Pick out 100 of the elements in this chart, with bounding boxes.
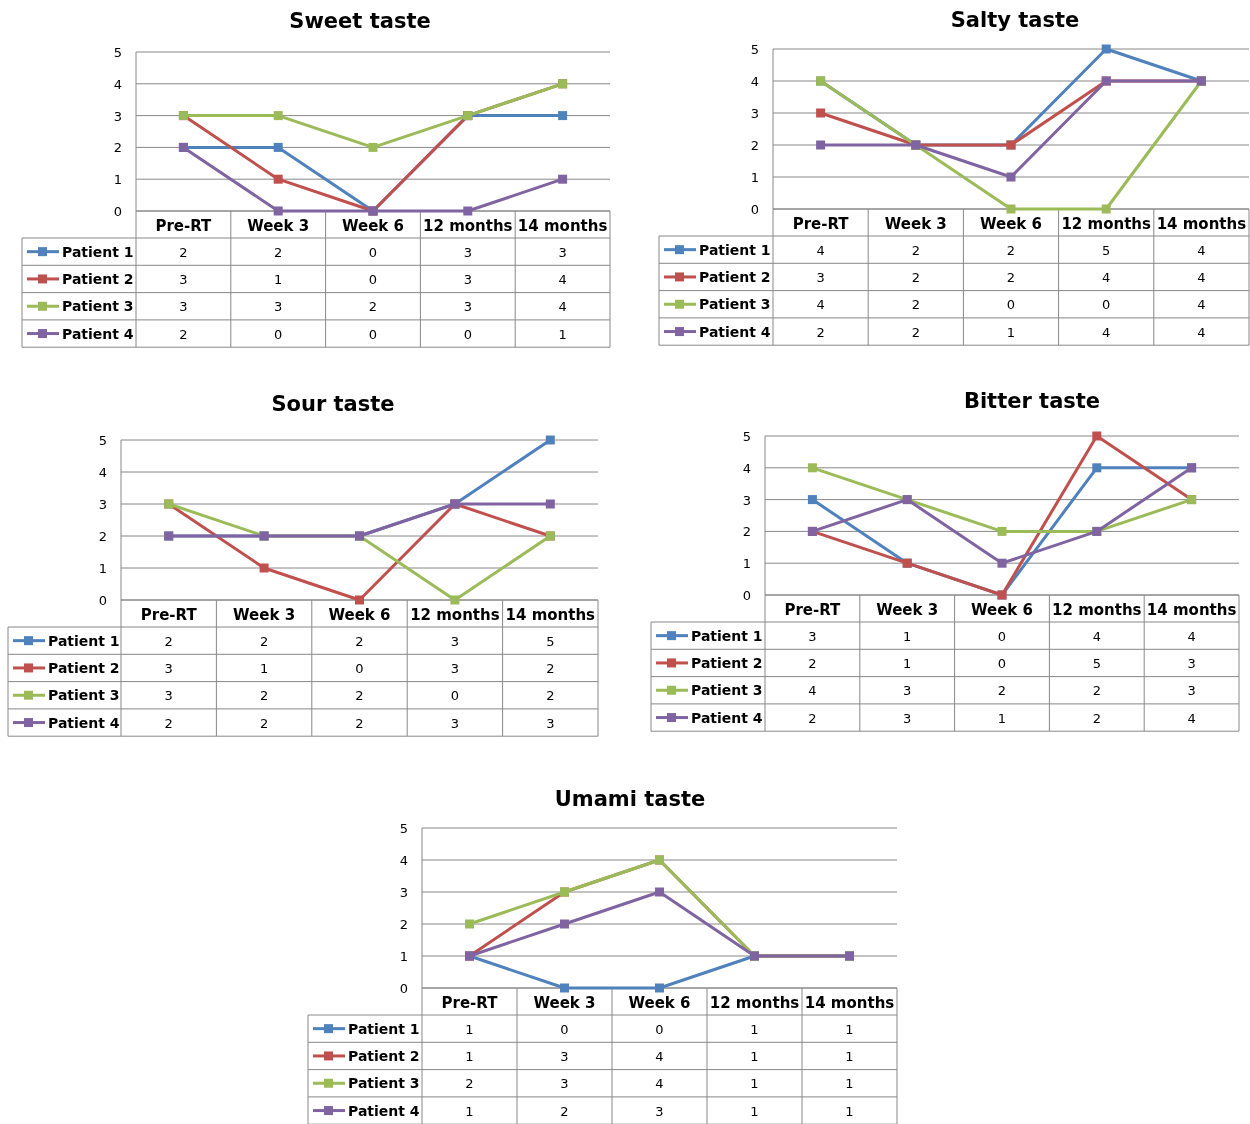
data-label: 2 — [1092, 683, 1101, 699]
data-label: 4 — [655, 1076, 664, 1092]
legend-label: Patient 3 — [48, 687, 120, 704]
data-label: 4 — [816, 297, 825, 313]
x-tick-label: 12 months — [423, 217, 513, 235]
data-label: 3 — [903, 683, 912, 699]
chart-title: Salty taste — [950, 8, 1080, 32]
data-label: 0 — [997, 628, 1007, 644]
y-tick-label: 3 — [113, 108, 122, 124]
data-label: 3 — [463, 244, 472, 260]
y-tick-label: 4 — [742, 460, 751, 476]
y-tick-label: 3 — [742, 492, 751, 508]
y-tick-label: 0 — [750, 202, 759, 217]
data-label: 2 — [259, 715, 269, 731]
legend-label: Patient 2 — [699, 268, 771, 285]
legend-label: Patient 1 — [348, 1020, 420, 1037]
chart-title: Bitter taste — [963, 389, 1101, 413]
legend-label: Patient 4 — [691, 709, 763, 726]
x-tick-label: 14 months — [804, 994, 895, 1012]
y-tick-label: 0 — [399, 981, 408, 996]
data-label: 3 — [463, 299, 472, 315]
data-label: 0 — [368, 326, 378, 342]
chart-title: Sweet taste — [289, 9, 431, 33]
data-label: 5 — [1092, 655, 1101, 671]
data-label: 1 — [903, 655, 912, 671]
x-tick-label: Week 3 — [876, 601, 939, 619]
data-label: 2 — [546, 660, 555, 676]
y-tick-label: 1 — [742, 556, 751, 572]
legend-label: Patient 4 — [348, 1102, 420, 1119]
data-label: 2 — [911, 324, 920, 340]
data-label: 4 — [558, 299, 567, 315]
x-tick-label: 12 months — [709, 994, 800, 1012]
data-label: 1 — [845, 1103, 854, 1119]
x-tick-label: Week 6 — [971, 601, 1033, 619]
y-tick-label: 1 — [113, 172, 122, 188]
x-tick-label: Pre-RT — [784, 601, 842, 619]
data-label: 0 — [355, 660, 364, 676]
data-label: 2 — [164, 715, 173, 731]
data-label: 2 — [816, 324, 825, 340]
data-label: 3 — [560, 1048, 569, 1064]
data-label: 2 — [911, 269, 920, 285]
x-tick-label: 14 months — [517, 217, 608, 235]
y-tick-label: 5 — [98, 433, 107, 448]
data-label: 3 — [558, 244, 567, 260]
x-tick-label: 12 months — [1061, 215, 1152, 233]
legend-label: Patient 2 — [691, 654, 763, 671]
legend-label: Patient 3 — [691, 682, 763, 699]
x-tick-label: 12 months — [1052, 601, 1142, 619]
data-label: 1 — [997, 710, 1007, 726]
x-tick-label: 14 months — [505, 606, 596, 624]
y-tick-label: 0 — [98, 593, 107, 608]
y-tick-label: 4 — [98, 465, 107, 480]
data-label: 0 — [560, 1021, 569, 1037]
y-tick-label: 5 — [113, 45, 122, 60]
data-label: 3 — [463, 271, 472, 287]
data-label: 2 — [911, 242, 920, 258]
data-label: 3 — [450, 660, 460, 676]
data-label: 1 — [1006, 324, 1016, 340]
data-label: 3 — [450, 715, 460, 731]
data-label: 3 — [450, 633, 460, 649]
data-label: 3 — [546, 715, 555, 731]
data-label: 2 — [368, 299, 378, 315]
data-label: 2 — [1006, 269, 1016, 285]
data-label: 2 — [259, 633, 269, 649]
data-label: 2 — [997, 683, 1007, 699]
data-label: 4 — [1092, 628, 1101, 644]
legend-label: Patient 3 — [62, 298, 134, 315]
y-tick-label: 4 — [399, 853, 408, 868]
data-label: 2 — [179, 244, 188, 260]
x-tick-label: Week 3 — [533, 994, 596, 1012]
data-label: 4 — [1197, 297, 1206, 313]
data-label: 3 — [274, 299, 283, 315]
data-label: 4 — [1187, 628, 1196, 644]
legend-label: Patient 4 — [699, 323, 771, 340]
y-tick-label: 2 — [750, 138, 759, 153]
data-label: 2 — [274, 244, 283, 260]
data-label: 4 — [1102, 269, 1111, 285]
data-label: 2 — [1092, 710, 1101, 726]
y-tick-label: 2 — [399, 917, 408, 932]
x-tick-label: Pre-RT — [155, 217, 213, 235]
chart-title: Sour taste — [271, 392, 395, 416]
data-label: 4 — [655, 1048, 664, 1064]
y-tick-label: 0 — [742, 588, 751, 603]
data-label: 3 — [816, 269, 825, 285]
data-label: 2 — [911, 297, 920, 313]
data-label: 3 — [560, 1076, 569, 1092]
x-tick-label: Week 6 — [328, 606, 391, 624]
data-label: 5 — [546, 633, 555, 649]
data-label: 0 — [274, 326, 283, 342]
x-tick-label: Week 6 — [628, 994, 691, 1012]
legend-label: Patient 3 — [699, 296, 771, 313]
data-label: 0 — [1006, 297, 1016, 313]
data-label: 2 — [355, 715, 364, 731]
data-label: 0 — [450, 688, 460, 704]
data-label: 2 — [1006, 242, 1016, 258]
y-tick-label: 3 — [399, 885, 408, 900]
data-label: 0 — [1102, 297, 1111, 313]
data-label: 0 — [463, 326, 472, 342]
y-tick-label: 0 — [113, 204, 122, 219]
data-label: 4 — [1187, 710, 1196, 726]
